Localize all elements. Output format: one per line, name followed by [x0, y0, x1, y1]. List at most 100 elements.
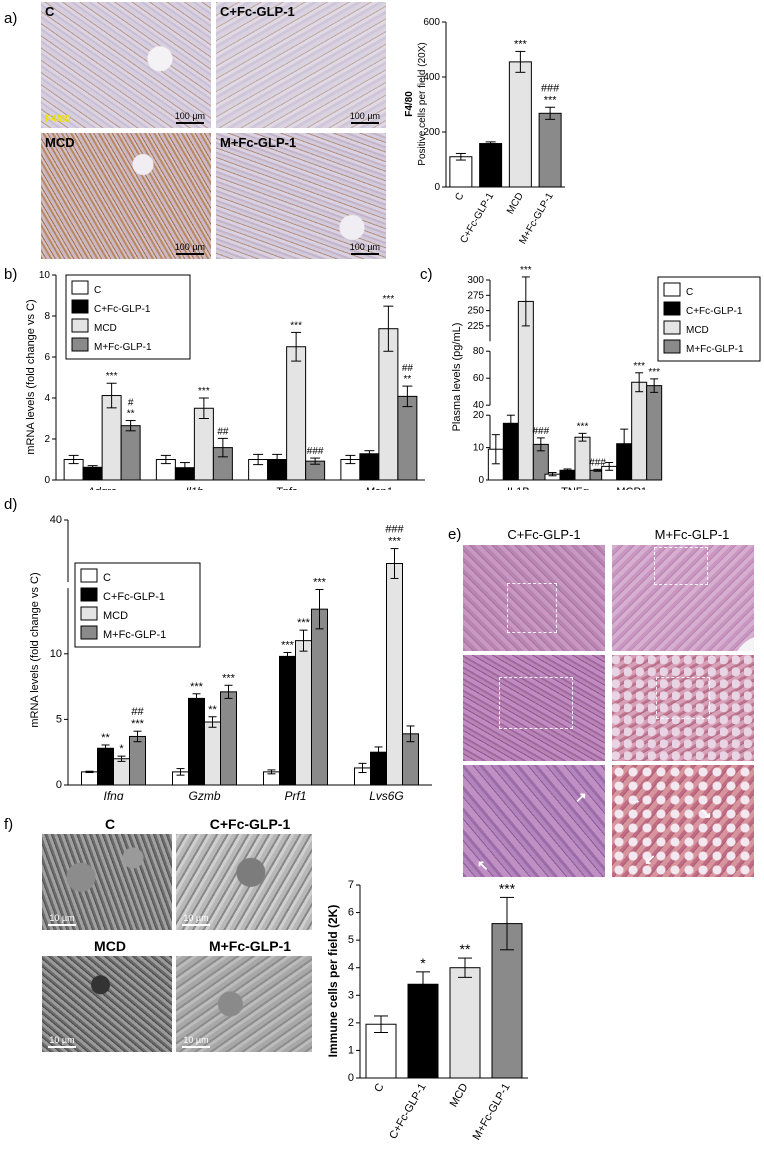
x-tick-label: Mcp1: [365, 486, 392, 490]
y-axis-label: Positive cells per field (20X): [417, 42, 428, 165]
he-image-mfc-high: → ↘ ↙: [612, 765, 754, 877]
bar: [279, 655, 296, 786]
he-image-cfc-low: [463, 545, 605, 651]
significance-label: **: [208, 704, 217, 716]
bar: [631, 381, 648, 481]
y-tick-label: 250: [467, 306, 484, 317]
chart-b: 0246810***#**Adgre***##Il1b***###Tnfa***…: [25, 270, 425, 490]
legend-swatch: [71, 299, 89, 314]
he-image-mfc-mid: [612, 655, 754, 761]
x-tick-label: Gzmb: [188, 789, 220, 800]
y-tick-label: 0: [56, 779, 62, 791]
panel-label-f: f): [4, 816, 14, 833]
y-tick-label: 7: [348, 879, 354, 891]
legend-swatch: [80, 568, 98, 583]
he-header-cfc: C+Fc-GLP-1: [507, 527, 581, 542]
y-tick-label: 0: [44, 475, 50, 486]
significance-label: *: [119, 743, 124, 755]
x-tick-label: MCD: [448, 1081, 471, 1109]
legend: C C+Fc-GLP-1 MCD M+Fc-GLP-1: [74, 562, 201, 648]
y-tick-label: 80: [473, 346, 485, 357]
bar: [81, 771, 98, 786]
significance-label: ###: [307, 446, 324, 457]
bar: [479, 143, 503, 188]
significance-label: ***: [499, 880, 516, 896]
micrograph-label: MCD: [45, 135, 75, 150]
legend-swatch: [80, 587, 98, 602]
panel-label-c: c): [420, 266, 433, 283]
significance-label: ***: [383, 294, 395, 305]
significance-label: #: [128, 398, 134, 409]
micrograph-a-mcd: MCD 100 µm: [41, 133, 211, 259]
scale-bar: 100 µm: [175, 111, 205, 124]
legend-entry: C: [103, 572, 111, 584]
significance-label: ***: [633, 361, 645, 372]
legend: C C+Fc-GLP-1 MCD M+Fc-GLP-1: [65, 274, 191, 360]
x-tick-label: C: [453, 191, 466, 203]
bar: [193, 407, 214, 481]
significance-label: ***: [514, 38, 528, 50]
arrow-icon: ↖: [477, 857, 489, 873]
significance-label: ***: [313, 576, 327, 588]
significance-label: ###: [385, 524, 404, 536]
x-tick-label: Tnfa: [276, 486, 298, 490]
x-tick-label: MCP1: [616, 486, 647, 490]
bar: [286, 346, 307, 481]
chart-f: 0 1 2 3 4 5 6 7 C * C+Fc-GLP-1 ** MCD *** M+Fc-GLP-1 Im…: [326, 879, 528, 1142]
arrow-icon: ↘: [700, 805, 712, 821]
significance-label: **: [460, 941, 471, 957]
significance-label: ##: [131, 706, 144, 718]
bar: [188, 697, 205, 786]
x-tick-label: Prf1: [284, 789, 306, 800]
bar: [204, 721, 221, 786]
bar: [113, 758, 130, 786]
y-tick-label: 8: [44, 311, 50, 322]
legend-entry: M+Fc-GLP-1: [686, 344, 744, 355]
y-tick-label: 2: [44, 434, 50, 445]
legend-entry: C: [686, 287, 693, 298]
significance-label: ***: [190, 681, 204, 693]
em-header-mcd: MCD: [94, 938, 126, 954]
em-image-mfc: 10 µm: [176, 956, 312, 1052]
em-image-c: 10 µm: [42, 834, 172, 930]
legend-swatch: [71, 280, 89, 295]
y-axis-label: mRNA levels (fold change vs C): [29, 572, 41, 727]
x-tick-label: C: [372, 1081, 386, 1094]
significance-label: ***: [281, 639, 295, 651]
significance-label: **: [403, 374, 411, 385]
micrograph-label: C+Fc-GLP-1: [220, 4, 295, 19]
panel-label-e: e): [448, 526, 462, 543]
legend-entry: M+Fc-GLP-1: [103, 629, 166, 641]
arrow-icon: ↙: [644, 851, 656, 867]
bar: [311, 608, 328, 786]
significance-label: ##: [402, 363, 414, 374]
significance-label: ###: [541, 82, 560, 94]
y-axis-label: Plasma levels (pg/mL): [451, 323, 463, 432]
significance-label: **: [127, 409, 135, 420]
chart-d: 051040***##***Ifng********Gzmb*********P…: [29, 514, 432, 800]
significance-label: ***: [577, 421, 589, 432]
legend-swatch: [663, 339, 681, 354]
significance-label: ###: [589, 457, 606, 468]
bar: [359, 453, 380, 481]
y-tick-label: 20: [473, 410, 485, 421]
y-tick-label: 5: [56, 713, 62, 725]
y-tick-label: 200: [423, 127, 440, 138]
significance-label: ***: [648, 367, 660, 378]
scale-bar: 100 µm: [175, 242, 205, 255]
legend-swatch: [71, 337, 89, 352]
y-tick-label: 275: [467, 290, 484, 301]
em-image-mcd: 10 µm: [42, 956, 172, 1052]
chart-a: 0200400600CC+Fc-GLP-1***MCD###***M+Fc-GL…: [404, 17, 565, 246]
x-tick-label: Il1b: [186, 486, 204, 490]
bar: [449, 156, 473, 188]
bar: [397, 395, 418, 481]
legend-swatch: [663, 282, 681, 297]
micrograph-a-c: C F4/80 100 µm: [41, 2, 211, 128]
significance-label: ***: [290, 320, 302, 331]
bar: [538, 112, 562, 188]
x-tick-label: IL1B: [507, 486, 530, 490]
micrograph-label: M+Fc-GLP-1: [220, 135, 297, 150]
legend-swatch: [80, 606, 98, 621]
